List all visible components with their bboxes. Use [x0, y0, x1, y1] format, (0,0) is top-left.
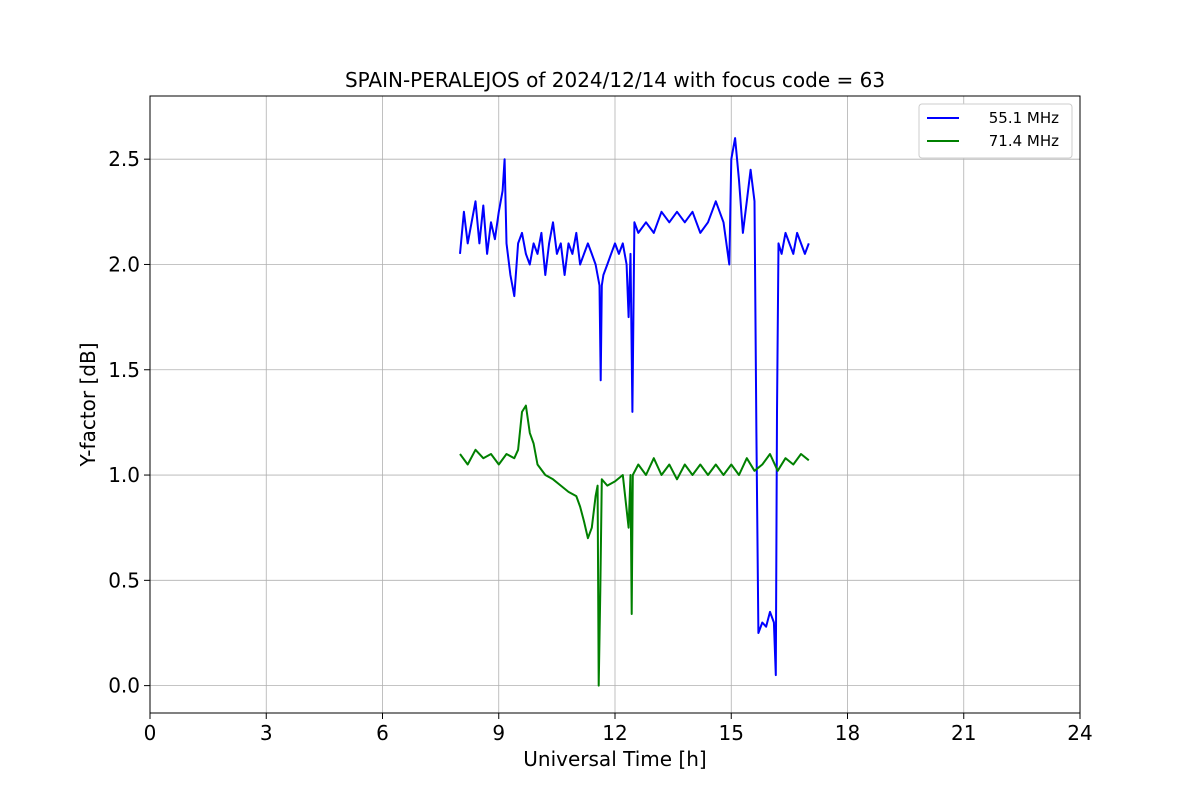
y-tick-label: 1.5 — [108, 358, 140, 382]
series-line-green — [459, 404, 810, 687]
x-tick-label: 18 — [835, 721, 860, 745]
legend: 55.1 MHz 71.4 MHz — [918, 103, 1073, 159]
y-tick-label: 0.5 — [108, 568, 140, 592]
x-tick-label: 3 — [260, 721, 273, 745]
y-tick-label: 1.0 — [108, 463, 140, 487]
x-axis-ticks: 0 3 6 9 12 15 18 21 24 — [144, 713, 1093, 745]
series-layer — [459, 137, 810, 687]
y-axis-label: Y-factor [dB] — [76, 342, 100, 467]
x-tick-label: 15 — [719, 721, 744, 745]
x-tick-label: 9 — [492, 721, 505, 745]
chart-title: SPAIN-PERALEJOS of 2024/12/14 with focus… — [345, 68, 885, 92]
y-tick-label: 2.0 — [108, 252, 140, 276]
series-line-blue — [459, 137, 810, 677]
x-tick-label: 6 — [376, 721, 389, 745]
x-tick-label: 24 — [1067, 721, 1092, 745]
x-axis-label: Universal Time [h] — [523, 747, 706, 771]
x-tick-label: 12 — [602, 721, 627, 745]
legend-label: 71.4 MHz — [989, 132, 1059, 150]
legend-label: 55.1 MHz — [989, 109, 1059, 127]
y-tick-label: 0.0 — [108, 674, 140, 698]
y-tick-label: 2.5 — [108, 147, 140, 171]
y-axis-ticks: 0.0 0.5 1.0 1.5 2.0 2.5 — [108, 147, 150, 698]
x-tick-label: 0 — [144, 721, 157, 745]
x-tick-label: 21 — [951, 721, 976, 745]
